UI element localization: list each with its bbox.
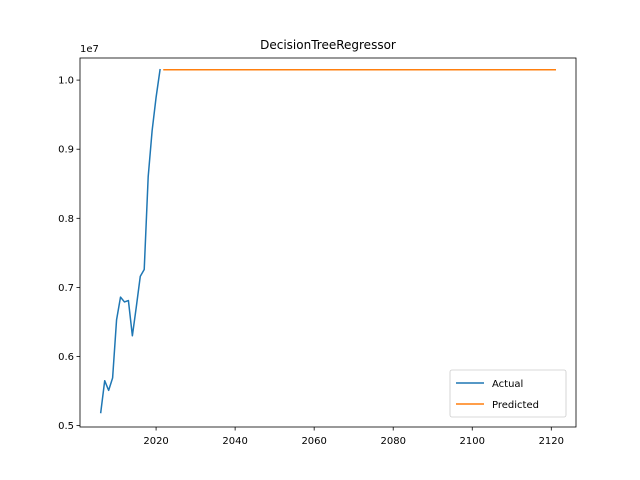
y-tick-label: 1.0 bbox=[58, 76, 74, 87]
x-tick-label: 2120 bbox=[539, 436, 564, 447]
series-line-actual bbox=[99, 68, 161, 414]
legend: Actual Predicted bbox=[449, 369, 567, 418]
x-tick-label: 2040 bbox=[222, 436, 247, 447]
x-tick-label: 2080 bbox=[380, 436, 405, 447]
chart-title: DecisionTreeRegressor bbox=[260, 38, 396, 52]
legend-label-actual: Actual bbox=[492, 379, 523, 390]
y-tick-label: 0.8 bbox=[58, 214, 74, 225]
y-tick-label: 0.7 bbox=[58, 283, 74, 294]
y-offset-label: 1e7 bbox=[80, 44, 99, 55]
x-tick-label: 2020 bbox=[143, 436, 168, 447]
y-tick-label: 0.5 bbox=[58, 421, 74, 432]
legend-label-predicted: Predicted bbox=[492, 400, 539, 411]
axes-frame bbox=[79, 57, 577, 428]
y-tick-label: 0.9 bbox=[58, 145, 74, 156]
legend-box bbox=[449, 369, 567, 418]
x-tick-label: 2100 bbox=[460, 436, 485, 447]
x-tick-label: 2060 bbox=[301, 436, 326, 447]
y-tick-label: 0.6 bbox=[58, 352, 74, 363]
plot-area: 2020 2040 2060 2080 2100 2120 0.5 0.6 0.7 0.8 0.9 1… bbox=[58, 57, 577, 447]
